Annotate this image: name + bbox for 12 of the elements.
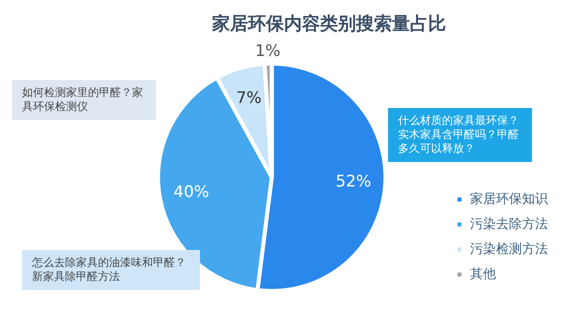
data-label: 40% xyxy=(174,182,210,201)
legend-label: 家居环保知识 xyxy=(470,190,548,207)
text: 什么材质的家具最环保？实木家具含甲醛吗？甲醛多久可以释放？ xyxy=(388,108,532,162)
legend-label: 污染检测方法 xyxy=(470,240,548,257)
text: 怎么去除家具的油漆味和甲醛？新家具除甲醛方法 xyxy=(22,250,200,290)
data-label: 7% xyxy=(236,88,262,107)
legend-label: 其他 xyxy=(470,266,496,282)
legend-label: 污染去除方法 xyxy=(470,216,548,232)
chart-title: 家居环保内容类别搜索量占比 xyxy=(211,13,446,34)
text: 如何检测家里的甲醛？家具环保检测仪 xyxy=(12,80,156,120)
data-label: 52% xyxy=(336,172,372,191)
data-label: 1% xyxy=(255,40,280,60)
